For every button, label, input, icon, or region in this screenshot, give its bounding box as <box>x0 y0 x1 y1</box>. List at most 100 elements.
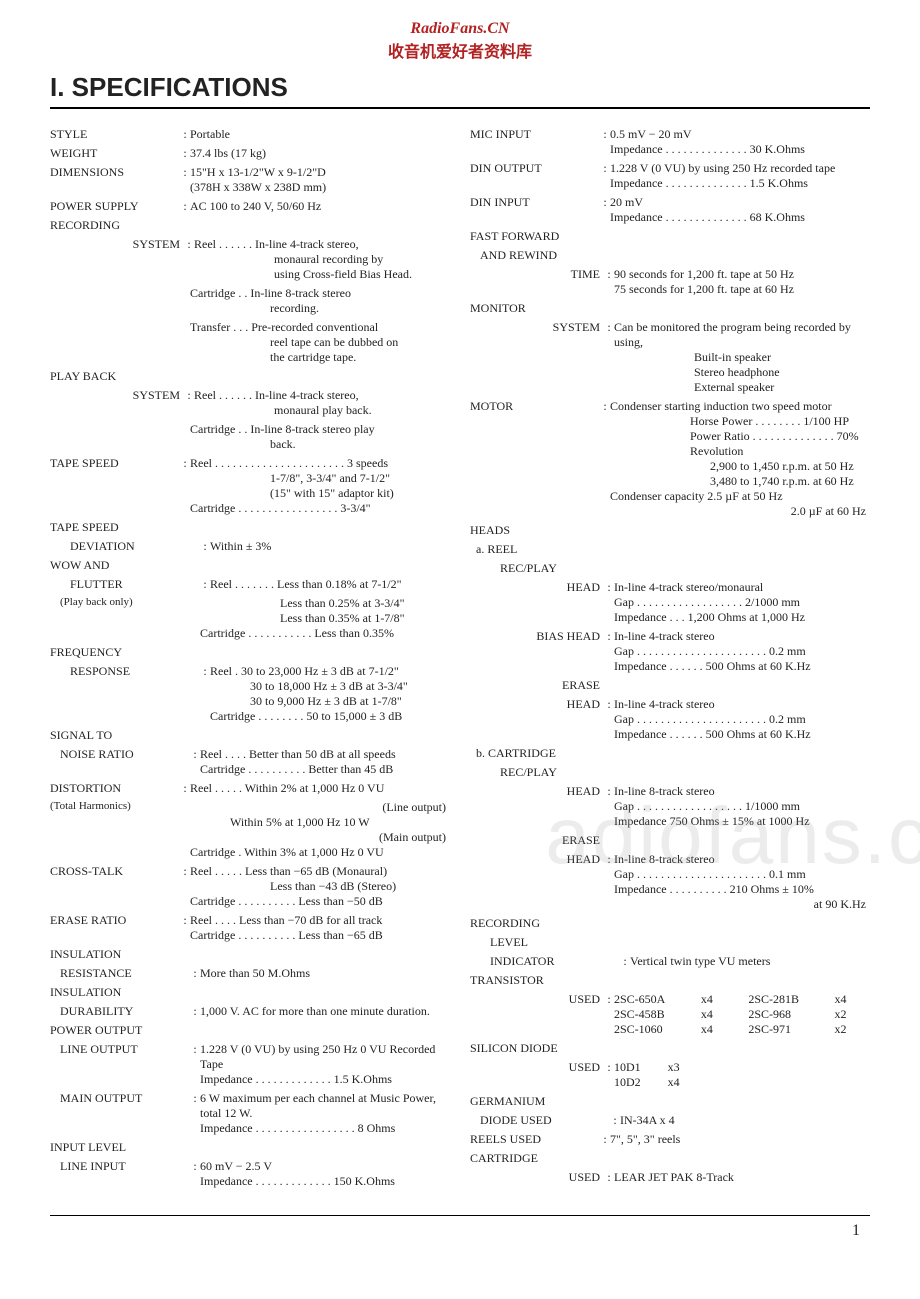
label-heads: HEADS <box>470 523 600 538</box>
label-snr1: SIGNAL TO <box>50 728 180 743</box>
label-wow3: (Play back only) <box>50 596 190 608</box>
left-column: STYLE:Portable WEIGHT:37.4 lbs (17 kg) D… <box>50 127 450 1193</box>
value-insres: More than 50 M.Ohms <box>200 966 450 981</box>
snr-reel: Reel . . . . Better than 50 dB at all sp… <box>200 747 396 761</box>
pb-reel1: In-line 4-track stereo, <box>255 388 359 402</box>
label-line-output: LINE OUTPUT <box>50 1042 190 1057</box>
label-snr2: NOISE RATIO <box>50 747 190 762</box>
label-cart-used1: CARTRIDGE <box>470 1151 600 1166</box>
label-weight: WEIGHT <box>50 146 180 161</box>
erase-reel-v1: In-line 4-track stereo <box>614 697 715 711</box>
label-freq2: RESPONSE <box>50 664 200 679</box>
tran-11: x2 <box>835 1022 871 1037</box>
tran-2: 2SC-281B <box>748 992 822 1007</box>
value-power-supply: AC 100 to 240 V, 50/60 Hz <box>190 199 450 214</box>
label-tsd1: TAPE SPEED <box>50 520 180 535</box>
label-mic-input: MIC INPUT <box>470 127 600 142</box>
label-reclvl3: INDICATOR <box>470 954 620 969</box>
header-site: RadioFans.CN <box>50 20 870 38</box>
label-reel-recplay: REC/PLAY <box>470 561 630 576</box>
label-insdur2: DURABILITY <box>50 1004 190 1019</box>
dist-r1: Reel . . . . . Within 2% at 1,000 Hz 0 V… <box>190 781 384 795</box>
cart-rp-v1: In-line 8-track stereo <box>614 784 715 798</box>
rule-bottom <box>50 1215 870 1216</box>
erase-cart-imp: Impedance . . . . . . . . . . 210 Ohms ±… <box>614 882 870 897</box>
wow-r2: Less than 0.25% at 3-3/4" <box>200 596 450 611</box>
dist-r1b: (Line output) <box>190 800 450 815</box>
label-input-level: INPUT LEVEL <box>50 1140 180 1155</box>
erase-cart-v1: In-line 8-track stereo <box>614 852 715 866</box>
label-si1: SILICON DIODE <box>470 1041 600 1056</box>
fr-cart: Cartridge . . . . . . . . 50 to 15,000 ±… <box>210 709 450 724</box>
si-r1: 10D1 x3 <box>614 1060 680 1074</box>
din-output-imp: Impedance . . . . . . . . . . . . . . 1.… <box>610 176 870 191</box>
label-heads-b: b. CARTRIDGE <box>470 746 606 761</box>
label-si2: USED <box>470 1060 604 1075</box>
erase-cart-gap: Gap . . . . . . . . . . . . . . . . . . … <box>614 867 870 882</box>
bias-gap: Gap . . . . . . . . . . . . . . . . . . … <box>614 644 870 659</box>
erase-reel-gap: Gap . . . . . . . . . . . . . . . . . . … <box>614 712 870 727</box>
label-reels: REELS USED <box>470 1132 600 1147</box>
transistor-grid: 2SC-650A x4 2SC-281B x4 2SC-458B x4 2SC-… <box>614 992 870 1037</box>
pb-reel-prefix: Reel . . . . . . <box>194 388 252 402</box>
tran-10: 2SC-971 <box>748 1022 822 1037</box>
ffr-v2: 75 seconds for 1,200 ft. tape at 60 Hz <box>614 282 870 297</box>
page-number: 1 <box>50 1222 870 1240</box>
label-insres2: RESISTANCE <box>50 966 190 981</box>
rec-tran-prefix: Transfer . . . <box>190 320 248 334</box>
mic-input-imp: Impedance . . . . . . . . . . . . . . 30… <box>610 142 870 157</box>
rule-top <box>50 107 870 109</box>
label-monitor1: MONITOR <box>470 301 600 316</box>
label-ffr1: FAST FORWARD <box>470 229 600 244</box>
label-wow2: FLUTTER <box>50 577 200 592</box>
motor-v1: Condenser starting induction two speed m… <box>610 399 832 413</box>
label-ffr2: AND REWIND <box>470 248 610 263</box>
line-output-v: 1.228 V (0 VU) by using 250 Hz 0 VU Reco… <box>200 1042 435 1071</box>
motor-pr: Power Ratio . . . . . . . . . . . . . . … <box>610 429 870 444</box>
label-recording-system: SYSTEM <box>50 237 184 252</box>
wow-reel-prefix: Reel . . . . . . . <box>210 577 274 591</box>
reel-rp-imp: Impedance . . . 1,200 Ohms at 1,000 Hz <box>614 610 870 625</box>
label-erase-cart1: ERASE <box>470 833 604 848</box>
label-ge1: GERMANIUM <box>470 1094 600 1109</box>
cart-used-v: LEAR JET PAK 8-Track <box>614 1170 870 1185</box>
rec-cart-prefix: Cartridge . . <box>190 286 247 300</box>
dist-cart: Cartridge . Within 3% at 1,000 Hz 0 VU <box>190 845 450 860</box>
din-input-imp: Impedance . . . . . . . . . . . . . . 68… <box>610 210 870 225</box>
reel-rp-gap: Gap . . . . . . . . . . . . . . . . . . … <box>614 595 870 610</box>
label-playback: PLAY BACK <box>50 369 180 384</box>
label-tsd2: DEVIATION <box>50 539 200 554</box>
rec-reel-prefix: Reel . . . . . . <box>194 237 252 251</box>
fr-r3: 30 to 9,000 Hz ± 3 dB at 1-7/8" <box>210 694 450 709</box>
label-din-input: DIN INPUT <box>470 195 600 210</box>
label-crosstalk: CROSS-TALK <box>50 864 180 879</box>
label-style: STYLE <box>50 127 180 142</box>
monitor-v2: Built-in speaker <box>614 350 870 365</box>
fr-r2: 30 to 18,000 Hz ± 3 dB at 3-3/4" <box>210 679 450 694</box>
wow-cart: Cartridge . . . . . . . . . . . Less tha… <box>200 626 450 641</box>
motor-rpm1: 2,900 to 1,450 r.p.m. at 50 Hz <box>610 459 870 474</box>
label-power-output: POWER OUTPUT <box>50 1023 180 1038</box>
value-insdur: 1,000 V. AC for more than one minute dur… <box>200 1004 450 1019</box>
label-line-input: LINE INPUT <box>50 1159 190 1174</box>
erase-cart-imp2: at 90 K.Hz <box>614 897 870 912</box>
tran-7: x2 <box>835 1007 871 1022</box>
ct-r1: Reel . . . . . Less than −65 dB (Monaura… <box>190 864 387 878</box>
tran-6: 2SC-968 <box>748 1007 822 1022</box>
ge-v: IN-34A x 4 <box>620 1113 870 1128</box>
ffr-v1: 90 seconds for 1,200 ft. tape at 50 Hz <box>614 267 794 281</box>
rec-tran1: Pre-recorded conventional <box>251 320 378 334</box>
bias-v1: In-line 4-track stereo <box>614 629 715 643</box>
er-cart: Cartridge . . . . . . . . . . Less than … <box>190 928 450 943</box>
si-r2: 10D2 x4 <box>614 1075 870 1090</box>
cart-rp-gap: Gap . . . . . . . . . . . . . . . . . . … <box>614 799 870 814</box>
label-din-output: DIN OUTPUT <box>470 161 600 176</box>
label-insdur1: INSULATION <box>50 985 180 1000</box>
label-erase-ratio: ERASE RATIO <box>50 913 180 928</box>
tran-9: x4 <box>701 1022 736 1037</box>
value-dimensions-1: 15"H x 13-1/2"W x 9-1/2"D <box>190 165 326 179</box>
ct-cart: Cartridge . . . . . . . . . . Less than … <box>190 894 450 909</box>
motor-cc: Condenser capacity 2.5 µF at 50 Hz <box>610 489 870 504</box>
value-weight: 37.4 lbs (17 kg) <box>190 146 450 161</box>
label-recording: RECORDING <box>50 218 180 233</box>
